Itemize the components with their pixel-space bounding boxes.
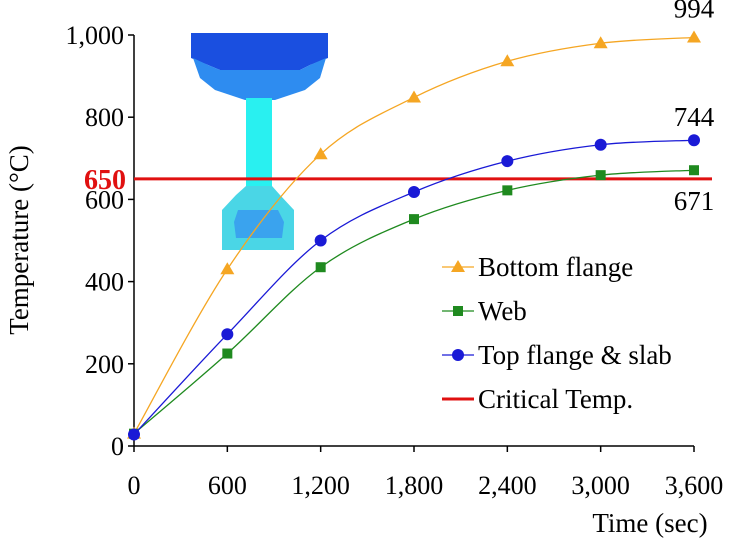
- data-point-square: [689, 165, 699, 176]
- y-tick-label: 600: [85, 185, 124, 214]
- inset-top-flange: [191, 33, 328, 70]
- data-point-circle: [688, 134, 700, 147]
- legend-swatch-marker: [451, 260, 465, 272]
- x-tick-label: 3,000: [571, 471, 630, 500]
- y-tick-label: 0: [111, 432, 124, 461]
- legend-swatch-marker: [452, 349, 464, 361]
- data-point-square: [502, 185, 513, 196]
- critical-temp-line-group: 650: [84, 165, 712, 196]
- x-tick-label: 1,800: [385, 471, 444, 500]
- x-tick-label: 0: [128, 471, 141, 500]
- end-value-label: 994: [674, 0, 715, 23]
- inset-top-haunch: [193, 58, 326, 100]
- legend-swatch-marker: [453, 306, 463, 316]
- data-point-triangle: [220, 262, 235, 275]
- data-point-triangle: [407, 90, 421, 103]
- data-point-circle: [501, 155, 514, 168]
- legend-label: Web: [478, 296, 527, 326]
- legend: Bottom flange Web Top flange & slab Critica…: [442, 252, 672, 414]
- data-point-triangle: [500, 54, 515, 67]
- end-labels: 994 671 744: [674, 0, 715, 216]
- y-tick-label: 1,000: [66, 21, 125, 50]
- series-line-triangle: [133, 36, 695, 434]
- y-tick-label: 800: [85, 103, 124, 132]
- cross-section-illustration: [191, 33, 328, 250]
- data-point-circle: [594, 138, 607, 151]
- x-tick-label: 3,600: [665, 471, 724, 500]
- inset-web: [246, 98, 272, 190]
- x-tick-label: 600: [208, 471, 247, 500]
- data-point-circle: [314, 234, 327, 247]
- x-tick-label: 1,200: [291, 471, 350, 500]
- end-value-label: 671: [674, 186, 715, 216]
- y-tick-label: 200: [85, 350, 124, 379]
- data-point-circle: [128, 428, 140, 441]
- data-point-square: [315, 262, 326, 273]
- x-axis-title: Time (sec): [592, 508, 707, 538]
- y-ticks: 0 200 400 600 800 1,000: [66, 21, 134, 461]
- y-tick-label: 400: [85, 268, 124, 297]
- legend-label: Bottom flange: [478, 252, 633, 282]
- series-group: [127, 30, 701, 441]
- legend-label: Top flange & slab: [478, 340, 672, 370]
- data-point-square: [409, 214, 419, 225]
- data-point-triangle: [313, 147, 328, 160]
- x-ticks: 0 600 1,200 1,800 2,400 3,000 3,600: [128, 446, 724, 500]
- data-point-triangle: [687, 30, 701, 43]
- x-tick-label: 2,400: [478, 471, 537, 500]
- data-point-triangle: [593, 36, 608, 49]
- data-point-square: [595, 170, 606, 181]
- end-value-label: 744: [674, 102, 715, 132]
- legend-label: Critical Temp.: [478, 384, 633, 414]
- data-point-square: [222, 348, 233, 359]
- data-point-circle: [221, 328, 234, 341]
- data-point-circle: [408, 186, 420, 199]
- critical-temp-value-label: 650: [84, 165, 126, 196]
- y-axis-title: Temperature (°C): [4, 145, 34, 335]
